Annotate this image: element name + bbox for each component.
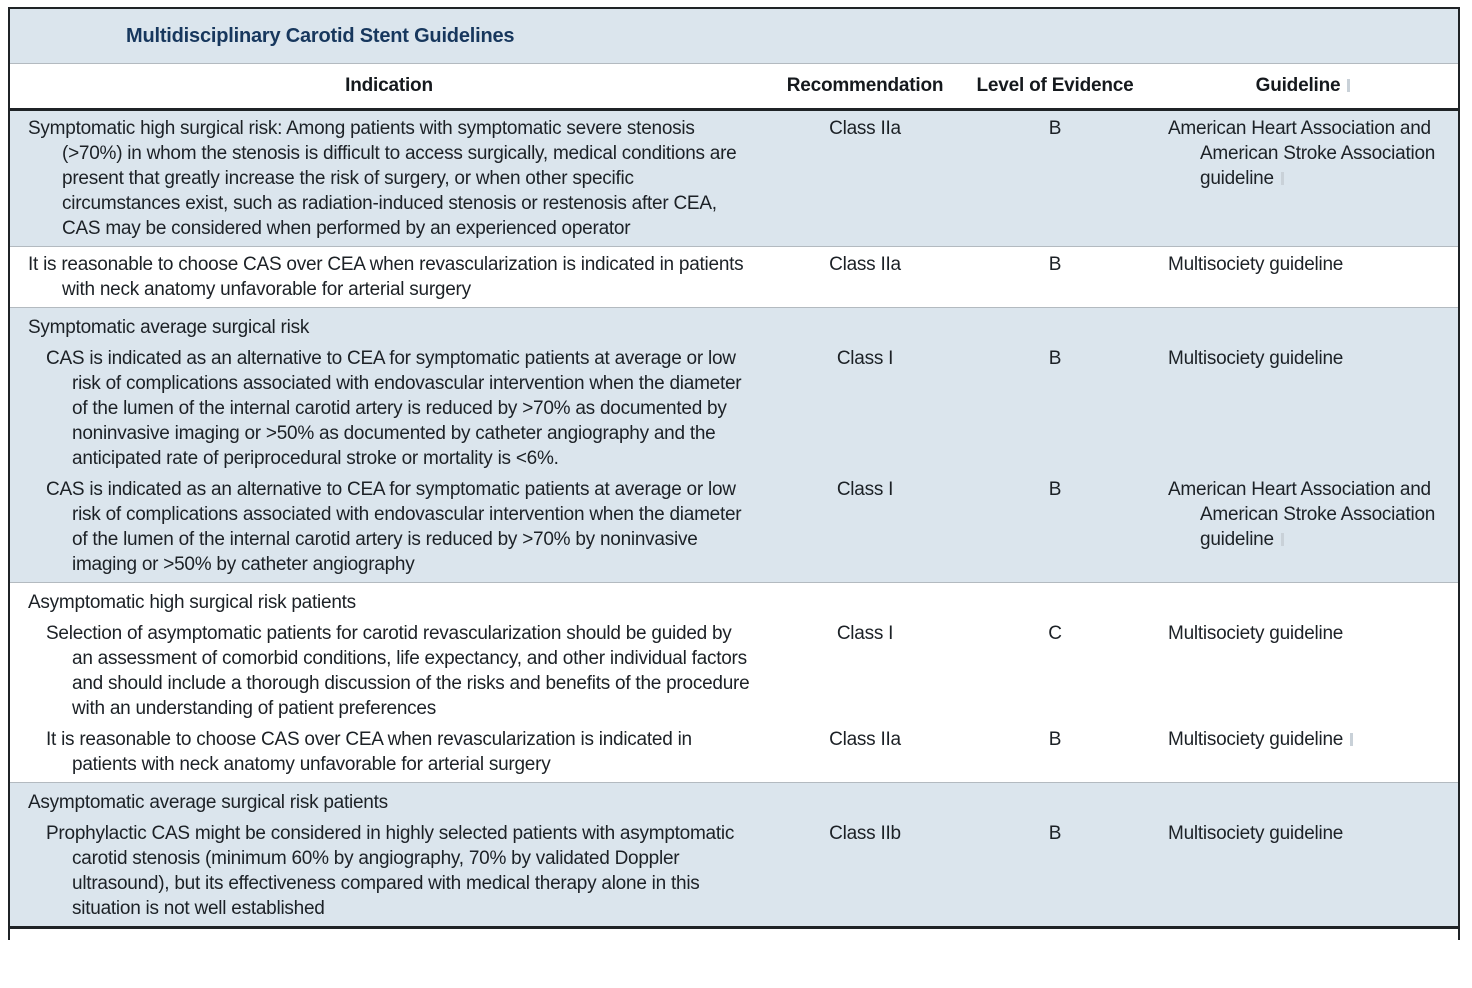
recommendation-cell: Class IIa xyxy=(829,118,901,139)
column-header-guideline-label: Guideline xyxy=(1255,75,1341,96)
guideline-cell: Multisociety guideline xyxy=(1148,727,1458,752)
section-header: Asymptomatic high surgical risk patients xyxy=(28,592,356,613)
level-of-evidence-cell: B xyxy=(1048,348,1062,369)
guideline-label: Multisociety guideline xyxy=(1168,254,1344,275)
guideline-label: American Heart Association and American … xyxy=(1168,479,1436,550)
table-title: Multidisciplinary Carotid Stent Guidelin… xyxy=(10,9,1458,64)
section-header: Symptomatic average surgical risk xyxy=(28,317,310,338)
indication-cell: CAS is indicated as an alternative to CE… xyxy=(46,479,742,575)
guidelines-table: Multidisciplinary Carotid Stent Guidelin… xyxy=(8,7,1460,940)
footnote-mark xyxy=(1280,533,1284,546)
indication-cell: Symptomatic high surgical risk: Among pa… xyxy=(28,118,737,239)
indication-cell: It is reasonable to choose CAS over CEA … xyxy=(28,254,744,300)
recommendation-cell: Class I xyxy=(836,479,894,500)
column-header-guideline: Guideline xyxy=(1148,75,1458,97)
row-group: Asymptomatic high surgical risk patients… xyxy=(10,582,1458,782)
table-row: CAS is indicated as an alternative to CE… xyxy=(10,346,1458,471)
footnote-mark xyxy=(1280,172,1284,185)
header-divider xyxy=(10,108,1458,111)
footnote-mark xyxy=(1347,79,1351,92)
row-group: Asymptomatic average surgical risk patie… xyxy=(10,782,1458,926)
recommendation-cell: Class IIa xyxy=(829,729,901,750)
recommendation-cell: Class IIb xyxy=(829,823,901,844)
level-of-evidence-cell: C xyxy=(1048,623,1062,644)
column-header-indication: Indication xyxy=(345,75,433,96)
table-row: It is reasonable to choose CAS over CEA … xyxy=(10,252,1458,302)
level-of-evidence-cell: B xyxy=(1048,479,1062,500)
indication-cell: Prophylactic CAS might be considered in … xyxy=(46,823,735,919)
indication-cell: It is reasonable to choose CAS over CEA … xyxy=(46,729,692,775)
guideline-label: Multisociety guideline xyxy=(1168,348,1344,369)
row-group: It is reasonable to choose CAS over CEA … xyxy=(10,246,1458,307)
level-of-evidence-cell: B xyxy=(1048,823,1062,844)
guideline-label: Multisociety guideline xyxy=(1168,623,1344,644)
table-body: Symptomatic high surgical risk: Among pa… xyxy=(10,111,1458,926)
recommendation-cell: Class I xyxy=(836,623,894,644)
indication-cell: Selection of asymptomatic patients for c… xyxy=(46,623,750,719)
guideline-label: Multisociety guideline xyxy=(1168,823,1344,844)
column-header-recommendation: Recommendation xyxy=(786,75,944,96)
guideline-cell: Multisociety guideline xyxy=(1148,252,1458,277)
section-header: Asymptomatic average surgical risk patie… xyxy=(28,792,388,813)
guideline-cell: Multisociety guideline xyxy=(1148,346,1458,371)
row-group: Symptomatic average surgical risk CAS is … xyxy=(10,307,1458,582)
recommendation-cell: Class I xyxy=(836,348,894,369)
table-row: It is reasonable to choose CAS over CEA … xyxy=(10,727,1458,777)
guideline-cell: Multisociety guideline xyxy=(1148,821,1458,846)
indication-cell: CAS is indicated as an alternative to CE… xyxy=(46,348,742,469)
table-row: Prophylactic CAS might be considered in … xyxy=(10,821,1458,921)
table-header-row: Indication Recommendation Level of Evide… xyxy=(10,64,1458,108)
table-row: CAS is indicated as an alternative to CE… xyxy=(10,477,1458,577)
guideline-label: American Heart Association and American … xyxy=(1168,118,1436,189)
guideline-cell: American Heart Association and American … xyxy=(1148,116,1458,191)
guideline-cell: Multisociety guideline xyxy=(1148,621,1458,646)
level-of-evidence-cell: B xyxy=(1048,729,1062,750)
guideline-label: Multisociety guideline xyxy=(1168,729,1344,750)
level-of-evidence-cell: B xyxy=(1048,118,1062,139)
footnote-mark xyxy=(1350,733,1354,746)
recommendation-cell: Class IIa xyxy=(829,254,901,275)
column-header-level-of-evidence: Level of Evidence xyxy=(976,75,1134,96)
guideline-cell: American Heart Association and American … xyxy=(1148,477,1458,552)
bottom-divider xyxy=(10,926,1458,929)
level-of-evidence-cell: B xyxy=(1048,254,1062,275)
table-row: Selection of asymptomatic patients for c… xyxy=(10,621,1458,721)
table-row: Symptomatic high surgical risk: Among pa… xyxy=(10,116,1458,241)
row-group: Symptomatic high surgical risk: Among pa… xyxy=(10,111,1458,246)
cutoff-next-row xyxy=(10,929,1458,940)
